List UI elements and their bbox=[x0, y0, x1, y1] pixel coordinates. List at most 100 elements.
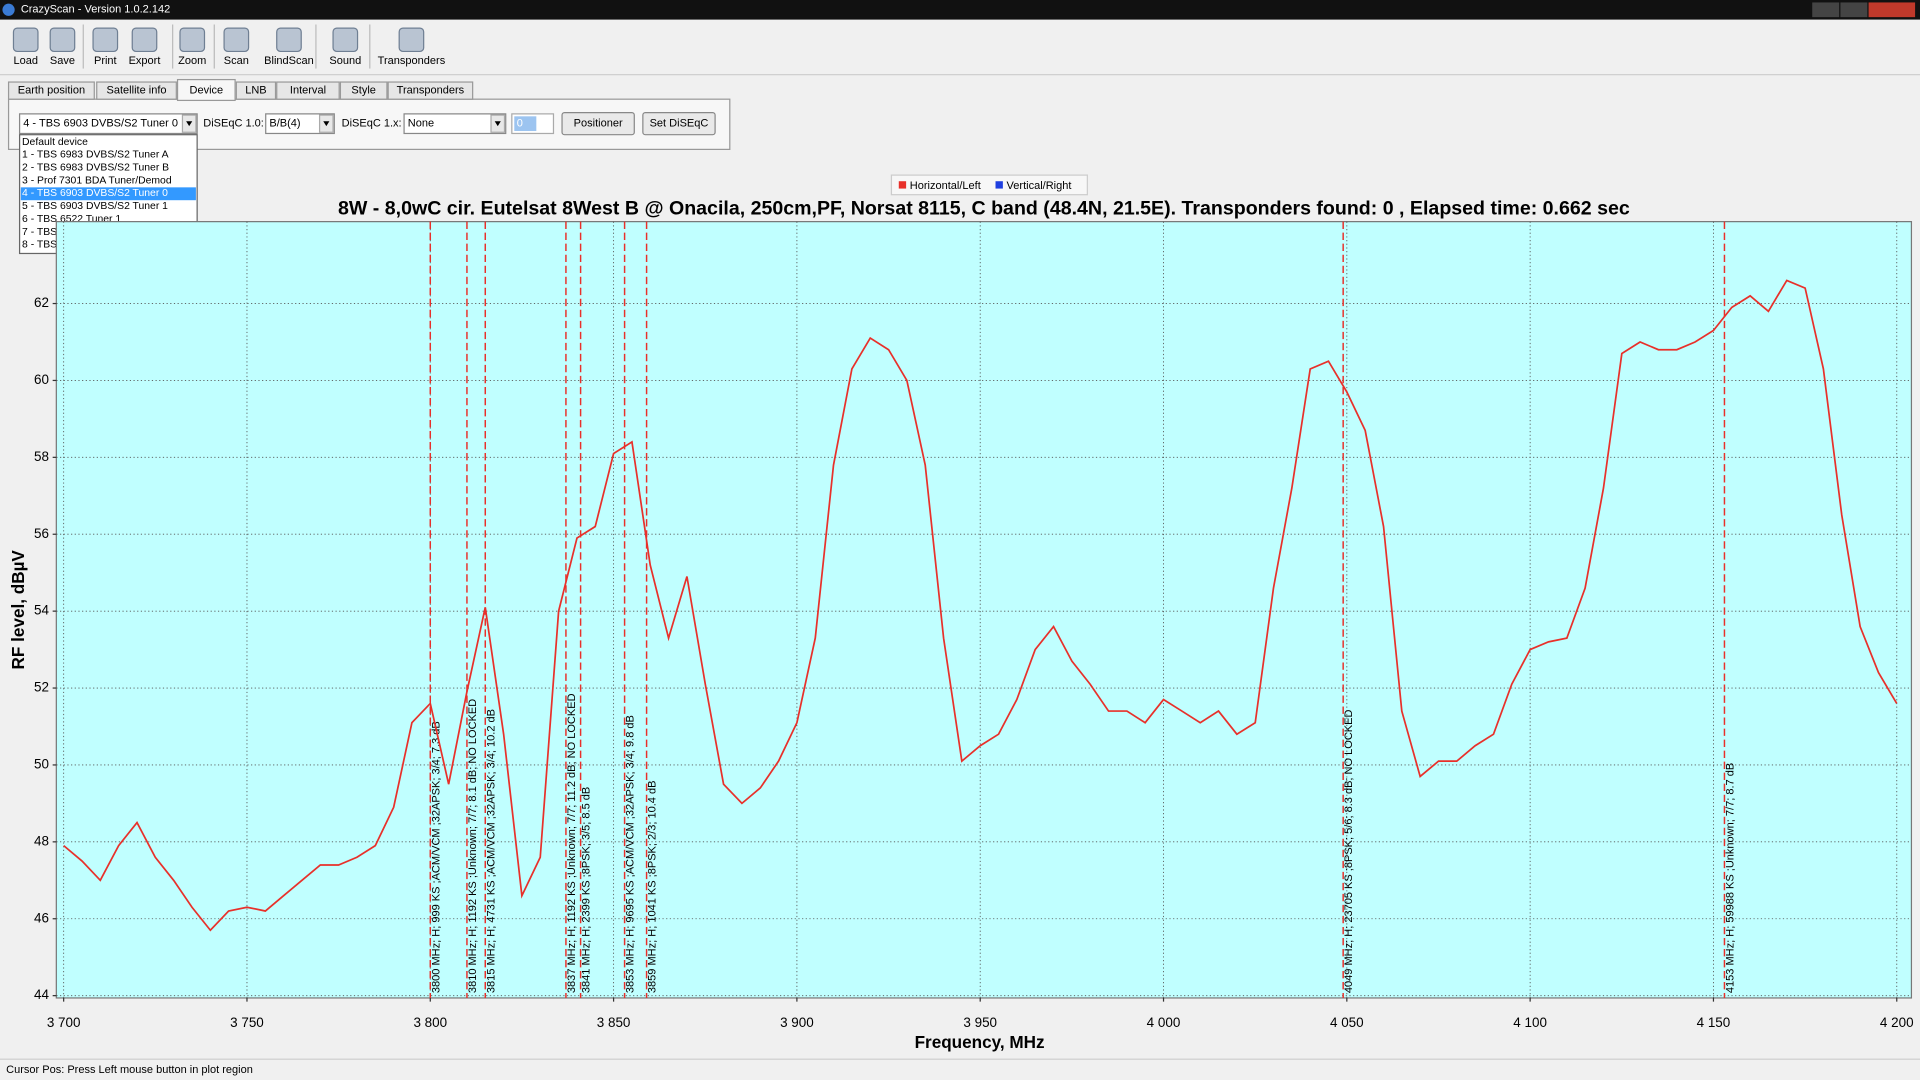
tab-label[interactable]: Interval bbox=[290, 85, 326, 97]
toolbar-button-label[interactable]: Scan bbox=[224, 55, 249, 67]
transponder-label: 3800 MHz; H; 999 KS ;ACM/VCM ;32APSK; 3/… bbox=[430, 721, 442, 993]
toolbar-button-label[interactable]: BlindScan bbox=[264, 55, 314, 67]
toolbar-button-label[interactable]: Export bbox=[129, 55, 161, 67]
tab-active[interactable] bbox=[176, 78, 236, 102]
transponder-label: 4049 MHz; H; 23705 KS ;8PSK; 5/6; 8.3 dB… bbox=[1343, 710, 1355, 994]
minimize-button[interactable] bbox=[1812, 2, 1840, 18]
y-tick-label: 44 bbox=[34, 987, 49, 1002]
tab[interactable] bbox=[96, 81, 177, 100]
legend-swatch bbox=[995, 181, 1003, 189]
diseqc1x-combo-text[interactable]: None bbox=[408, 118, 434, 130]
tab-label[interactable]: Satellite info bbox=[107, 85, 167, 97]
x-tick-label: 4 100 bbox=[1513, 1015, 1547, 1030]
transponder-label: 4153 MHz; H; 59988 KS ;Unknown; 7/7; 8.7… bbox=[1724, 763, 1736, 993]
maximize-button[interactable] bbox=[1840, 2, 1868, 18]
legend-box bbox=[890, 174, 1088, 196]
button-label[interactable]: Positioner bbox=[574, 118, 623, 130]
x-tick-label: 3 950 bbox=[963, 1015, 997, 1030]
toolbar-button-label[interactable]: Sound bbox=[329, 55, 361, 67]
x-tick-label: 4 200 bbox=[1880, 1015, 1914, 1030]
toolbar-button-label[interactable]: Save bbox=[50, 55, 75, 67]
dropdown-item[interactable]: 2 - TBS 6983 DVBS/S2 Tuner B bbox=[22, 163, 169, 174]
toolbar-button-label[interactable]: Load bbox=[13, 55, 38, 67]
tab-label[interactable]: Earth position bbox=[18, 85, 85, 97]
tab[interactable] bbox=[276, 81, 340, 100]
series-line bbox=[63, 279, 1898, 932]
device-combo[interactable] bbox=[18, 113, 198, 135]
x-axis-label: Frequency, MHz bbox=[915, 1032, 1045, 1052]
y-tick-label: 46 bbox=[34, 910, 49, 925]
close-button[interactable] bbox=[1868, 2, 1916, 18]
toolbar-button-icon[interactable] bbox=[276, 27, 302, 53]
toolbar-button-icon[interactable] bbox=[49, 27, 76, 53]
tab[interactable] bbox=[235, 81, 277, 100]
device-combo-text[interactable]: 4 - TBS 6903 DVBS/S2 Tuner 0 bbox=[23, 118, 178, 130]
combo-arrow-glyph bbox=[323, 121, 330, 127]
button-label[interactable]: Set DiSEqC bbox=[650, 118, 709, 130]
toolbar-button-icon[interactable] bbox=[12, 27, 39, 53]
x-tick-label: 3 800 bbox=[413, 1015, 447, 1030]
diseqc10-label: DiSEqC 1.0: bbox=[203, 118, 264, 130]
y-axis-label: RF level, dBµV bbox=[8, 550, 28, 670]
x-tick-label: 3 700 bbox=[47, 1015, 81, 1030]
button[interactable] bbox=[642, 112, 716, 136]
toolbar-button-icon[interactable] bbox=[131, 27, 158, 53]
transponder-label: 3853 MHz; H; 9695 KS ;ACM/VCM ;32APSK; 3… bbox=[625, 715, 637, 993]
toolbar-button-icon[interactable] bbox=[398, 27, 425, 53]
transponder-label: 3841 MHz; H; 2399 KS ;8PSK; 3/5; 8.5 dB bbox=[581, 787, 593, 993]
x-tick-label: 3 900 bbox=[780, 1015, 814, 1030]
tab-label[interactable]: Style bbox=[351, 85, 376, 97]
tab[interactable] bbox=[7, 81, 95, 100]
status-text: Cursor Pos: Press Left mouse button in p… bbox=[6, 1064, 253, 1076]
window-title: CrazyScan - Version 1.0.2.142 bbox=[21, 4, 170, 16]
x-tick-label: 4 000 bbox=[1147, 1015, 1181, 1030]
app-icon bbox=[2, 3, 15, 16]
dropdown-item[interactable]: 5 - TBS 6903 DVBS/S2 Tuner 1 bbox=[22, 201, 168, 212]
transponder-label: 3815 MHz; H; 4731 KS ;ACM/VCM ;32APSK; 3… bbox=[485, 709, 497, 993]
y-tick-label: 58 bbox=[34, 449, 49, 464]
tab-label[interactable]: LNB bbox=[245, 85, 266, 97]
toolbar-button-label[interactable]: Print bbox=[94, 55, 117, 67]
toolbar-button-icon[interactable] bbox=[92, 27, 119, 53]
legend-label: Horizontal/Left bbox=[910, 180, 981, 192]
toolbar-button-label[interactable]: Transponders bbox=[378, 55, 446, 67]
x-tick-label: 4 050 bbox=[1330, 1015, 1364, 1030]
dropdown-item[interactable]: 4 - TBS 6903 DVBS/S2 Tuner 0 bbox=[22, 188, 168, 199]
plot-area bbox=[55, 221, 1913, 999]
y-tick-label: 52 bbox=[34, 680, 49, 695]
y-tick-label: 60 bbox=[34, 372, 49, 387]
chart-title: 8W - 8,0wC cir. Eutelsat 8West B @ Onaci… bbox=[338, 198, 1630, 220]
toolbar-button-icon[interactable] bbox=[223, 27, 250, 53]
dropdown-item[interactable]: 3 - Prof 7301 BDA Tuner/Demod bbox=[22, 175, 172, 186]
tab[interactable] bbox=[387, 81, 474, 100]
legend-swatch bbox=[898, 181, 907, 189]
legend-label: Vertical/Right bbox=[1007, 180, 1072, 192]
diseqc10-combo-text[interactable]: B/B(4) bbox=[269, 118, 300, 130]
diseqc1x-label: DiSEqC 1.x: bbox=[342, 118, 402, 130]
x-tick-label: 4 150 bbox=[1697, 1015, 1731, 1030]
tab-label[interactable]: Device bbox=[189, 85, 223, 97]
button[interactable] bbox=[561, 112, 635, 136]
y-tick-label: 62 bbox=[34, 295, 49, 310]
transponder-label: 3837 MHz; H; 1192 KS ;Unknown; 7/7; 11.2… bbox=[566, 693, 578, 993]
toolbar-button-label[interactable]: Zoom bbox=[178, 55, 206, 67]
spinner-value-bg bbox=[514, 116, 537, 132]
toolbar-button-icon[interactable] bbox=[179, 27, 206, 53]
dropdown-item[interactable]: 1 - TBS 6983 DVBS/S2 Tuner A bbox=[22, 150, 169, 161]
dropdown-item[interactable]: 6 - TBS 6522 Tuner 1 bbox=[22, 214, 121, 225]
y-tick-label: 56 bbox=[34, 526, 49, 541]
tab[interactable] bbox=[339, 81, 388, 100]
x-tick-label: 3 750 bbox=[230, 1015, 264, 1030]
y-tick-label: 54 bbox=[34, 603, 49, 618]
dropdown-item[interactable]: Default device bbox=[22, 137, 88, 148]
x-tick-label: 3 850 bbox=[597, 1015, 631, 1030]
toolbar-button-icon[interactable] bbox=[332, 27, 359, 53]
diseqc10-combo[interactable] bbox=[265, 113, 335, 135]
diseqc1x-combo[interactable] bbox=[403, 113, 507, 135]
transponder-label: 3859 MHz; H; 1041 KS ;8PSK; 2/3; 10.4 dB bbox=[647, 781, 659, 993]
combo-arrow-glyph bbox=[186, 121, 193, 127]
tab-label[interactable]: Transponders bbox=[397, 85, 465, 97]
title-bar bbox=[0, 0, 1920, 20]
spinner-value[interactable]: 0 bbox=[517, 118, 523, 130]
